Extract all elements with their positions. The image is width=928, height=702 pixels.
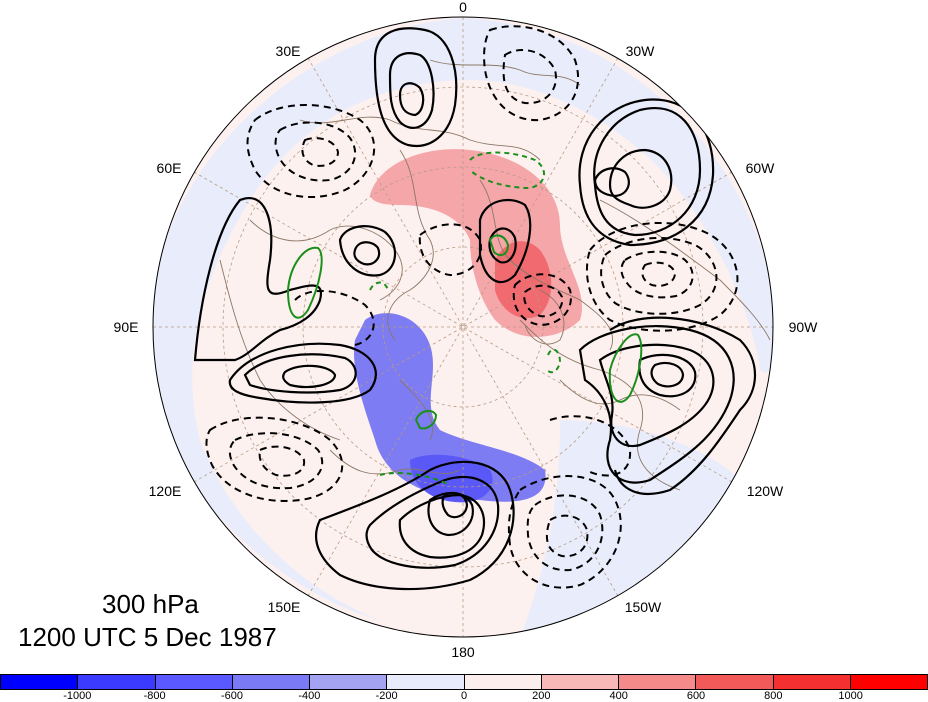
colorbar-segment (310, 675, 388, 689)
colorbar-tick-label: 800 (764, 690, 783, 702)
colorbar-segment (619, 675, 697, 689)
pressure-level-label: 300 hPa (102, 589, 199, 619)
colorbar-tick-label: 200 (532, 690, 551, 702)
colorbar-segment (850, 675, 927, 689)
colorbar-segment (464, 675, 542, 689)
colorbar-segment (155, 675, 233, 689)
colorbar-tick-label: 600 (686, 690, 706, 702)
lon-label-180: 180 (451, 644, 475, 660)
colorbar-tick-label: -600 (220, 690, 244, 702)
lon-label-30e: 30E (276, 43, 301, 59)
colorbar-tick-label: 0 (460, 690, 468, 702)
colorbar-tick-label: -800 (143, 690, 166, 702)
colorbar-segment (696, 675, 774, 689)
colorbar-segment (387, 675, 465, 689)
lon-label-0: 0 (459, 0, 467, 15)
shading-weak-negative (520, 420, 740, 637)
lon-label-90w: 90W (789, 319, 819, 335)
shading-negative (354, 313, 546, 502)
colorbar-segment (773, 675, 851, 689)
colorbar (0, 674, 928, 690)
colorbar-tick-label: 400 (609, 690, 628, 702)
lon-label-60e: 60E (157, 160, 182, 176)
colorbar-tick-label: -200 (375, 690, 398, 702)
coastlines (219, 59, 771, 491)
colorbar-tick-label: -1000 (63, 690, 92, 702)
lon-label-150w: 150W (625, 599, 662, 615)
lon-label-60w: 60W (746, 160, 776, 176)
valid-time-label: 1200 UTC 5 Dec 1987 (18, 622, 277, 652)
lon-label-150e: 150E (268, 599, 301, 615)
solid-contours (193, 27, 757, 591)
colorbar-tick-label: 1000 (838, 690, 863, 702)
lon-label-120w: 120W (747, 483, 784, 499)
colorbar-segment (541, 675, 619, 689)
lon-label-90e: 90E (114, 319, 139, 335)
map-boundary (152, 16, 774, 638)
colorbar-segment (1, 675, 79, 689)
colorbar-tick-label: -400 (298, 690, 321, 702)
colorbar-segment (78, 675, 156, 689)
dashed-contours (205, 25, 739, 589)
lon-label-30w: 30W (626, 43, 656, 59)
longitude-labels: 0 30W 60W 90W 120W 150W 180 150E 120E 90… (114, 0, 819, 660)
polar-map: 0 30W 60W 90W 120W 150W 180 150E 120E 90… (114, 0, 819, 660)
lon-label-120e: 120E (149, 483, 182, 499)
jet-contours (286, 151, 643, 486)
colorbar-segment (232, 675, 310, 689)
